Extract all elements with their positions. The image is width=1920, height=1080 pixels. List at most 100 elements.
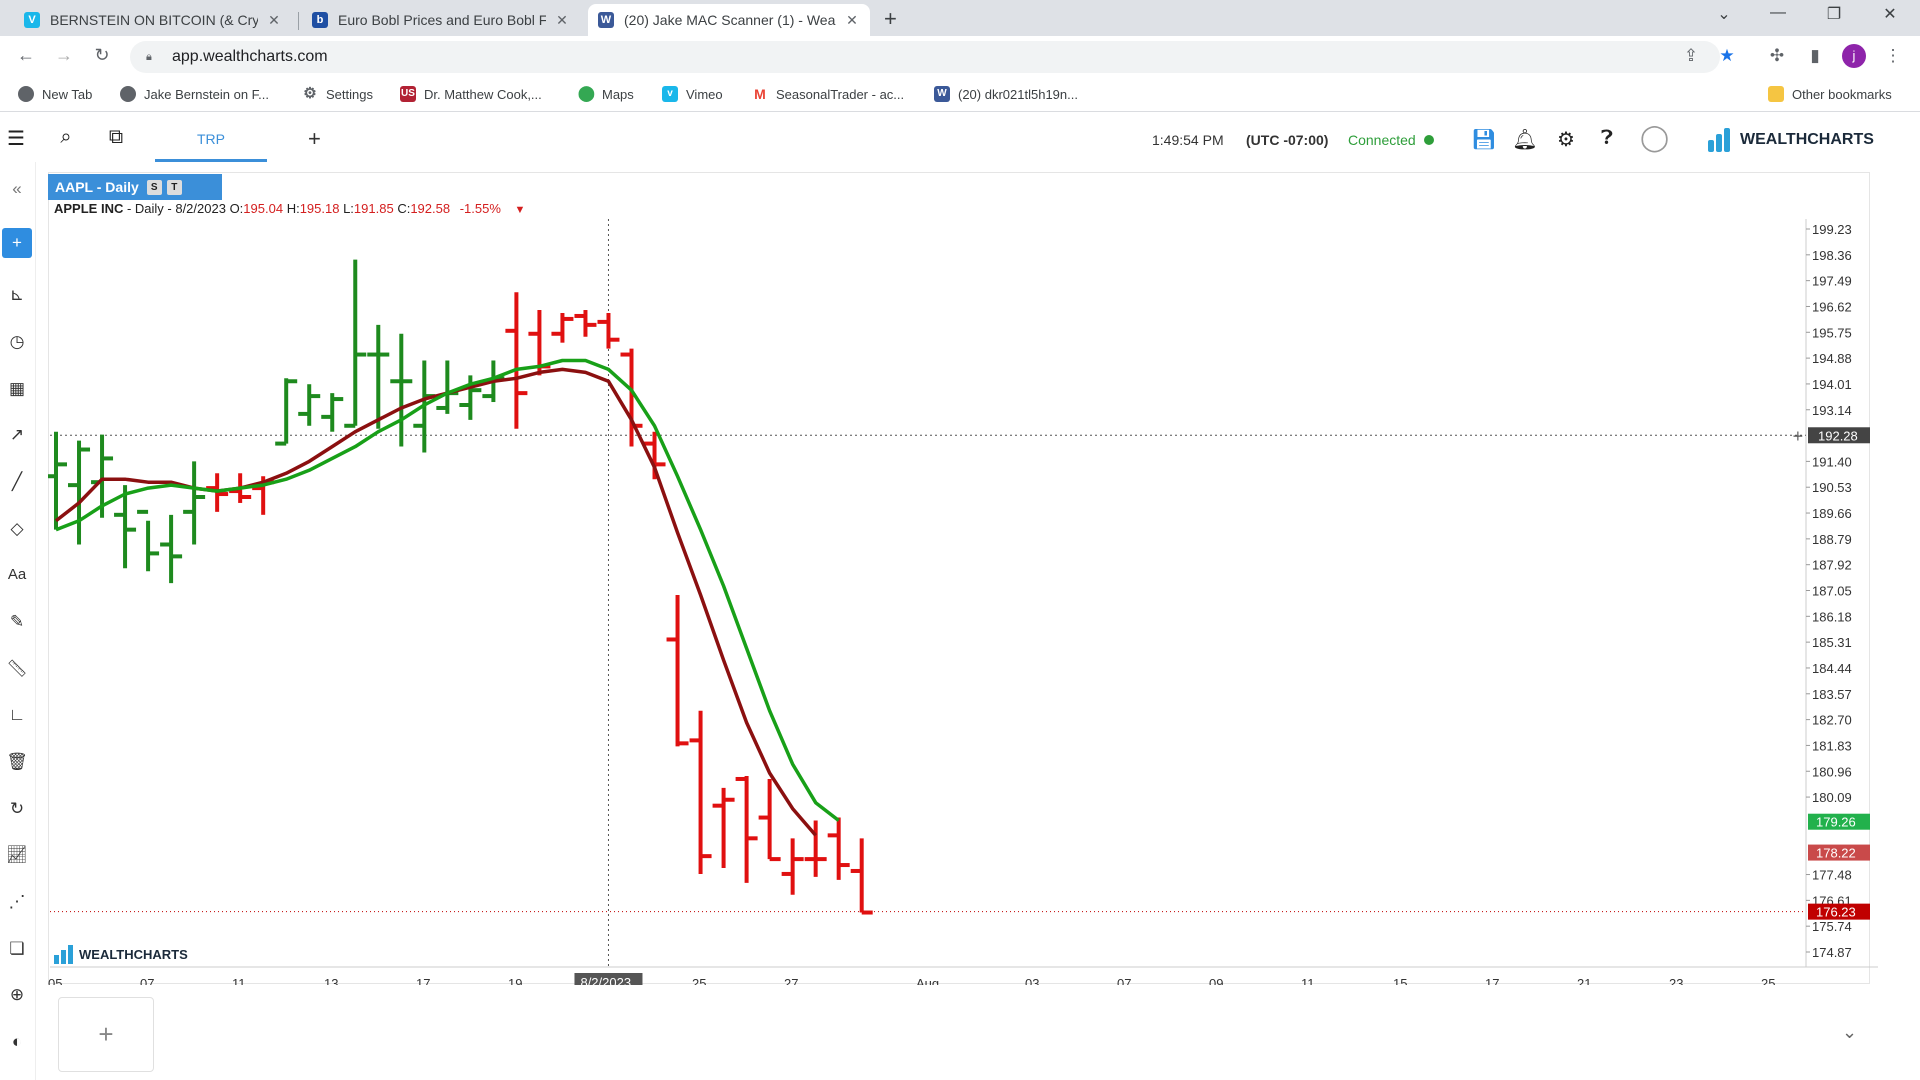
scatter-tool-icon[interactable]: ⋰ — [8, 892, 26, 911]
new-tab-plus-icon[interactable]: + — [884, 6, 897, 31]
expand-double-chevron-icon[interactable]: ⌄ — [1842, 1022, 1858, 1042]
ruler-icon[interactable]: 📏︎ — [6, 659, 28, 678]
shapes-icon[interactable]: ◇ — [10, 519, 24, 538]
user-avatar-icon[interactable]: ◯ — [1640, 122, 1670, 152]
ohlc-bar[interactable] — [689, 710, 712, 874]
line-chart-icon[interactable]: 📈︎ — [6, 845, 28, 864]
bookmark-dr-matthew-cook[interactable]: US Dr. Matthew Cook,... — [400, 86, 542, 102]
timezone[interactable]: (UTC -07:00) — [1246, 132, 1329, 148]
browser-tab-jake-mac-scanner[interactable]: W (20) Jake MAC Scanner (1) - Wea ✕ — [588, 4, 870, 36]
add-panel-button[interactable]: + — [58, 997, 154, 1072]
ohlc-bar[interactable] — [827, 817, 850, 880]
ohlc-bar[interactable] — [781, 838, 804, 895]
calendar-icon[interactable]: ▦ — [8, 379, 26, 398]
restore-icon[interactable]: ❐ — [1826, 6, 1842, 23]
collapse-double-chevron-icon[interactable]: « — [12, 179, 22, 198]
bookmark-new-tab[interactable]: New Tab — [18, 86, 92, 102]
other-bookmarks[interactable]: Other bookmarks — [1768, 86, 1892, 102]
add-plus-icon[interactable]: + — [2, 228, 32, 258]
clock-icon[interactable]: ◷ — [9, 332, 25, 351]
tab-search-chevron-icon[interactable]: ⌄ — [1717, 6, 1731, 23]
bookmark-label: SeasonalTrader - ac... — [776, 86, 905, 102]
pencil-icon[interactable]: ✎ — [9, 612, 25, 631]
text-tool-icon[interactable]: Aa — [7, 566, 27, 583]
bookmark-star-icon[interactable]: ★ — [1719, 46, 1735, 65]
extensions-puzzle-icon[interactable]: ✣ — [1769, 46, 1785, 65]
bookmark-jake-bernstein[interactable]: Jake Bernstein on F... — [120, 86, 269, 102]
symbol-tab[interactable]: AAPL - Daily S T — [48, 174, 222, 200]
badge-t[interactable]: T — [166, 179, 182, 195]
badge-s[interactable]: S — [146, 179, 162, 195]
ohlc-bar[interactable] — [367, 324, 390, 429]
help-icon[interactable]: ❓︎ — [1600, 127, 1614, 149]
ohlc-bar[interactable] — [160, 514, 183, 584]
alerts-bell-icon[interactable]: 🔔︎ — [1512, 129, 1538, 151]
ohlc-bar[interactable] — [48, 431, 67, 530]
side-panel-icon[interactable]: ▮ — [1810, 46, 1820, 65]
bookmark-settings[interactable]: ⚙ Settings — [302, 86, 373, 102]
tab-trp[interactable]: TRP — [155, 118, 267, 162]
crosshair-icon[interactable]: ⊕ — [9, 985, 25, 1004]
window-close-icon[interactable]: ✕ — [1883, 6, 1897, 23]
ohlc-bar[interactable] — [804, 820, 827, 877]
ohlc-bar[interactable] — [183, 461, 206, 545]
back-arrow-icon[interactable]: ← — [17, 45, 35, 65]
ohlc-bar[interactable] — [68, 440, 91, 545]
indicator-chart-icon[interactable]: ⊾ — [9, 285, 25, 304]
ohlc-bar[interactable] — [321, 393, 344, 432]
line-tool-icon[interactable]: ╱ — [11, 472, 23, 491]
tab-title: (20) Jake MAC Scanner (1) - Wea — [624, 12, 836, 28]
ohlc-bar[interactable] — [574, 310, 597, 337]
plot-area[interactable] — [50, 219, 1806, 967]
close-icon[interactable]: ✕ — [846, 11, 858, 28]
ohlc-bar[interactable] — [666, 594, 689, 747]
layouts-icon[interactable]: ⧉ — [108, 126, 124, 148]
logo-text: WEALTHCHARTS — [1740, 131, 1874, 148]
wealthcharts-icon: W — [934, 86, 950, 102]
ohlc-bar[interactable] — [137, 509, 160, 572]
bookmark-vimeo[interactable]: v Vimeo — [662, 86, 723, 102]
ohlc-bar[interactable] — [597, 312, 620, 349]
ohlc-bar[interactable] — [275, 378, 298, 446]
search-icon[interactable]: ⌕ — [60, 126, 72, 148]
trash-icon[interactable]: 🗑︎ — [6, 752, 28, 771]
ohlc-bar[interactable] — [758, 778, 781, 862]
ohlc-bar[interactable] — [114, 485, 137, 569]
reload-icon[interactable]: ↻ — [94, 45, 110, 65]
ohlc-bar[interactable] — [390, 333, 413, 447]
profile-avatar[interactable]: j — [1842, 44, 1866, 68]
share-icon[interactable]: ⇪ — [1683, 46, 1699, 65]
angle-tool-icon[interactable]: ∟ — [8, 705, 26, 724]
browser-tab-euro-bobl[interactable]: b Euro Bobl Prices and Euro Bobl F ✕ — [302, 4, 580, 36]
address-bar[interactable]: 🔒︎ app.wealthcharts.com — [130, 41, 1720, 73]
browser-tab-bernstein[interactable]: V BERNSTEIN ON BITCOIN (& Cryp ✕ — [14, 4, 292, 36]
ohlc-bar[interactable] — [505, 292, 528, 429]
forward-arrow-icon[interactable]: → — [55, 45, 73, 65]
palette-icon[interactable]: ◐ — [11, 1032, 23, 1051]
bookmark-maps[interactable]: ⬤ Maps — [578, 86, 634, 102]
bookmark-seasonaltrader[interactable]: M SeasonalTrader - ac... — [752, 86, 904, 102]
close-icon[interactable]: ✕ — [268, 11, 280, 28]
trend-icon[interactable]: ↗ — [9, 425, 25, 444]
add-tab-plus-icon[interactable]: + — [308, 126, 321, 151]
status-dot-icon — [1423, 135, 1434, 145]
ohlc-bar[interactable] — [850, 838, 873, 915]
ohlc-bar[interactable] — [298, 384, 321, 426]
crosshair-plus-icon[interactable]: + — [1792, 428, 1804, 444]
app-header: ☰ ⌕ ⧉ TRP + 1:49:54 PM (UTC -07:00) Conn… — [0, 118, 1920, 162]
price-chart[interactable]: 199.23 198.36 197.49 196.62 195.75 194.88 194.… — [48, 215, 1878, 985]
ohlc-bar[interactable] — [712, 787, 735, 869]
minimize-icon[interactable]: — — [1770, 4, 1786, 21]
refresh-icon[interactable]: ↻ — [9, 799, 25, 818]
ohlc-bar[interactable] — [344, 259, 367, 428]
hamburger-menu-icon[interactable]: ☰ — [7, 128, 25, 150]
save-icon[interactable]: 💾︎ — [1471, 129, 1497, 151]
layers-icon[interactable]: ❏ — [9, 939, 25, 958]
settings-gear-icon[interactable]: ⚙ — [1557, 129, 1575, 151]
wealthcharts-logo: WEALTHCHARTS — [1708, 128, 1874, 152]
ohlc-bar[interactable] — [551, 312, 574, 343]
ohlc-bar[interactable] — [735, 775, 758, 883]
close-icon[interactable]: ✕ — [556, 11, 568, 28]
browser-menu-icon[interactable]: ⋮ — [1884, 46, 1902, 65]
bookmark-dkr021[interactable]: W (20) dkr021tl5h19n... — [934, 86, 1078, 102]
